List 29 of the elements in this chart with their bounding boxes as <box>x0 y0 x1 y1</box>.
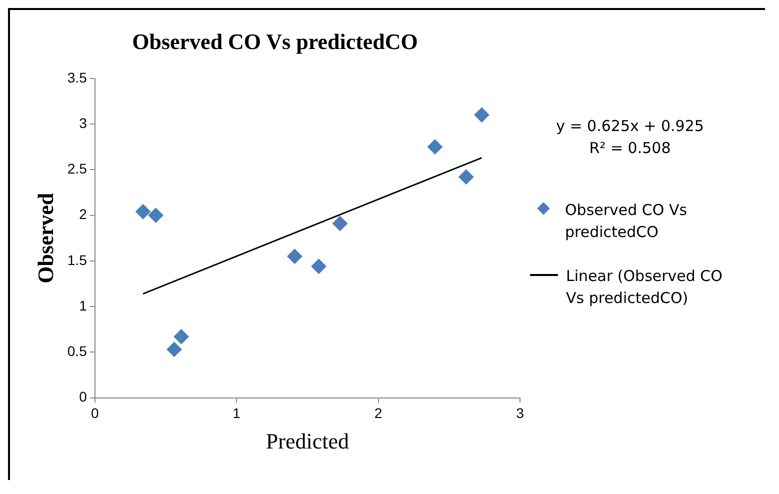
y-tick-label: 3 <box>79 114 88 131</box>
y-tick-label: 2 <box>79 206 88 222</box>
point <box>287 248 302 264</box>
point <box>148 208 164 223</box>
legend-label: Observed CO Vs predictedCO <box>565 200 688 243</box>
point <box>311 258 326 274</box>
chart-title: Observed CO Vs predictedCO <box>132 28 418 54</box>
x-tick-label: 2 <box>374 405 382 422</box>
x-tick-label: 0 <box>90 405 99 422</box>
y-tick-label: 1.5 <box>67 252 88 268</box>
y-tick-label: 0 <box>79 388 88 405</box>
point <box>458 169 474 184</box>
y-tick-label: 0.5 <box>67 343 88 360</box>
point <box>332 216 348 231</box>
y-axis-title: Observed <box>32 192 58 284</box>
x-tick-label: 1 <box>232 405 241 422</box>
y-tick-label: 1 <box>79 297 88 314</box>
y-tick-label: 2.5 <box>67 160 88 177</box>
point <box>166 342 182 357</box>
point <box>474 107 490 122</box>
legend-label: Linear (Observed CO Vs predictedCO) <box>566 266 724 309</box>
text: y = 0.625x + 0.925 <box>555 116 705 137</box>
text: R² = 0.508 <box>588 138 672 159</box>
y-tick-label: 3.5 <box>67 69 88 86</box>
x-axis-title: Predicted <box>266 428 349 454</box>
point <box>427 139 442 154</box>
point <box>174 329 189 344</box>
x-tick-label: 3 <box>516 405 524 422</box>
point <box>136 204 151 220</box>
